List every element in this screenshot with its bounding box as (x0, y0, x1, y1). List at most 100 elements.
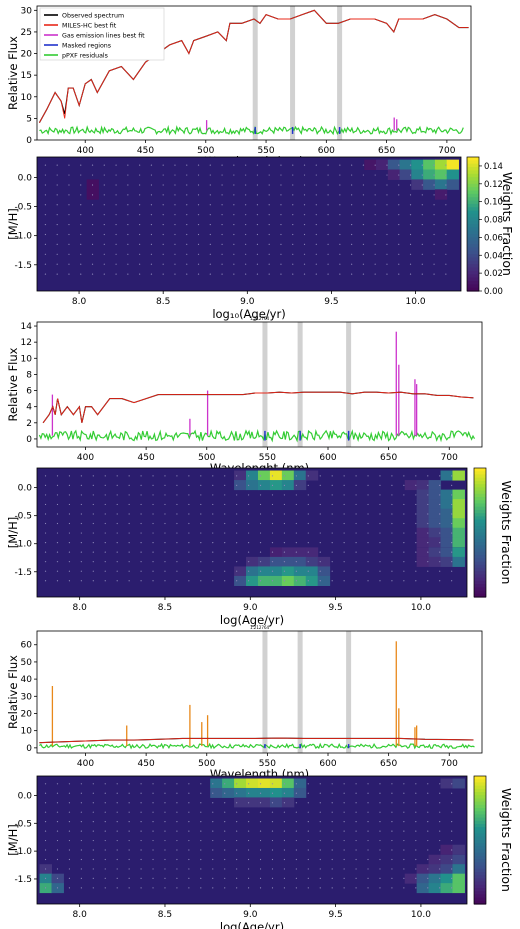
grid-point (186, 263, 188, 265)
grid-point (292, 233, 294, 236)
grid-point (80, 273, 82, 275)
grid-point (367, 887, 369, 889)
masked-region-band (297, 631, 303, 753)
heatmap-cell (423, 159, 436, 171)
grid-point (331, 475, 333, 477)
grid-point (103, 204, 105, 206)
grid-point (421, 164, 423, 166)
grid-point (68, 184, 70, 186)
grid-point (104, 792, 106, 794)
colorbar-gradient-step (474, 584, 486, 588)
colorbar-gradient-step (474, 593, 486, 598)
y-tick-label: -1.0 (14, 847, 32, 857)
grid-point (343, 551, 345, 553)
grid-point (68, 174, 70, 176)
grid-point (295, 532, 297, 534)
grid-point (164, 551, 166, 553)
grid-point (374, 184, 376, 186)
grid-point (140, 513, 142, 515)
colorbar-gradient-step (474, 538, 486, 543)
grid-point (362, 253, 365, 255)
grid-point (68, 561, 71, 563)
grid-point (233, 223, 235, 226)
grid-point (92, 849, 94, 851)
grid-point (68, 839, 71, 842)
grid-point (256, 164, 259, 166)
grid-point (403, 802, 405, 804)
grid-point (427, 580, 429, 582)
grid-point (56, 273, 58, 275)
grid-point (139, 194, 141, 196)
grid-point (256, 263, 259, 265)
x-tick-label: 600 (319, 759, 336, 769)
heatmap-cell (416, 873, 430, 884)
heatmap-cell (281, 547, 295, 558)
grid-point (391, 541, 393, 544)
heatmap-cell (246, 575, 259, 587)
grid-point (245, 223, 247, 226)
grid-point (307, 503, 309, 506)
grid-point (247, 513, 250, 515)
grid-point (379, 580, 381, 582)
grid-point (268, 214, 270, 216)
grid-point (403, 839, 405, 842)
grid-point (186, 233, 188, 236)
grid-point (212, 839, 214, 842)
grid-point (343, 839, 345, 842)
grid-point (398, 184, 400, 186)
grid-point (139, 273, 141, 275)
grid-point (56, 570, 59, 572)
grid-point (247, 830, 250, 832)
heatmap-cell (428, 480, 442, 491)
colorbar-label: Weights Fraction (500, 172, 515, 276)
grid-point (80, 263, 82, 265)
grid-point (259, 513, 262, 515)
grid-point (236, 532, 238, 534)
grid-point (319, 475, 321, 477)
grid-point (398, 253, 400, 255)
grid-point (128, 830, 130, 832)
heatmap-cell (440, 508, 453, 519)
grid-point (283, 541, 286, 544)
colorbar-gradient-step (474, 526, 486, 530)
grid-point (56, 849, 59, 851)
grid-point (259, 503, 262, 506)
grid-point (379, 783, 381, 785)
grid-point (68, 858, 71, 861)
grid-point (92, 551, 94, 553)
grid-point (367, 849, 369, 851)
grid-point (303, 273, 306, 275)
grid-point (164, 858, 166, 861)
x-tick-label: 700 (438, 146, 455, 156)
grid-point (362, 243, 365, 245)
grid-point (152, 811, 154, 813)
grid-point (362, 263, 365, 265)
grid-point (391, 821, 393, 823)
colorbar-gradient-step (474, 788, 486, 793)
x-tick-label: 8.0 (72, 297, 87, 307)
grid-point (391, 877, 393, 880)
grid-point (80, 194, 82, 196)
grid-point (115, 214, 117, 216)
colorbar-tick-label: 0.04 (484, 251, 503, 261)
grid-point (174, 174, 176, 176)
colorbar-tick-label: 0.00 (484, 287, 503, 297)
grid-point (271, 551, 274, 553)
grid-point (433, 273, 435, 275)
grid-point (379, 821, 381, 823)
grid-point (212, 877, 214, 880)
grid-point (409, 174, 412, 176)
grid-point (224, 783, 226, 785)
grid-point (303, 164, 306, 166)
grid-point (68, 877, 71, 880)
grid-point (103, 233, 105, 236)
grid-point (367, 792, 369, 794)
grid-point (451, 839, 453, 842)
grid-point (295, 541, 297, 544)
grid-point (176, 503, 178, 506)
heatmap-cell (281, 787, 295, 798)
y-tick-label: 25 (21, 28, 32, 38)
grid-point (164, 868, 166, 870)
grid-point (128, 858, 130, 861)
grid-point (391, 849, 393, 851)
